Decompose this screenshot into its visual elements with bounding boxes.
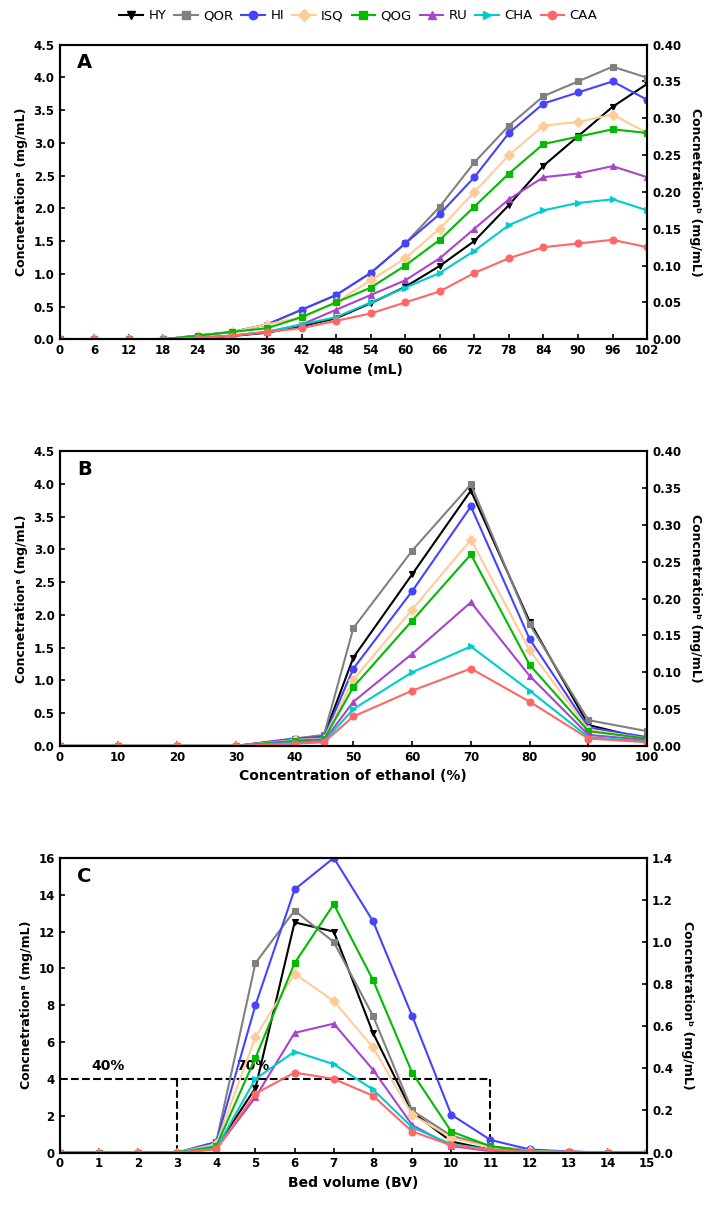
Y-axis label: Concnetrationᵇ (mg/mL): Concnetrationᵇ (mg/mL) <box>681 921 694 1089</box>
Legend: HY, QOR, HI, ISQ, QOG, RU, CHA, CAA: HY, QOR, HI, ISQ, QOG, RU, CHA, CAA <box>114 4 603 28</box>
X-axis label: Bed volume (BV): Bed volume (BV) <box>288 1176 419 1191</box>
Text: B: B <box>77 460 92 480</box>
X-axis label: Volume (mL): Volume (mL) <box>304 363 403 377</box>
Y-axis label: Concnetrationᵃ (mg/mL): Concnetrationᵃ (mg/mL) <box>15 515 28 683</box>
Text: 40%: 40% <box>91 1059 124 1072</box>
Text: A: A <box>77 53 92 72</box>
Y-axis label: Concnetrationᵇ (mg/mL): Concnetrationᵇ (mg/mL) <box>689 107 702 276</box>
Text: 70%: 70% <box>236 1059 269 1072</box>
Y-axis label: Concnetrationᵃ (mg/mL): Concnetrationᵃ (mg/mL) <box>15 107 28 276</box>
Y-axis label: Concnetrationᵃ (mg/mL): Concnetrationᵃ (mg/mL) <box>20 921 33 1089</box>
X-axis label: Concentration of ethanol (%): Concentration of ethanol (%) <box>239 769 467 783</box>
Y-axis label: Concnetrationᵇ (mg/mL): Concnetrationᵇ (mg/mL) <box>689 515 702 683</box>
Text: C: C <box>77 866 92 886</box>
